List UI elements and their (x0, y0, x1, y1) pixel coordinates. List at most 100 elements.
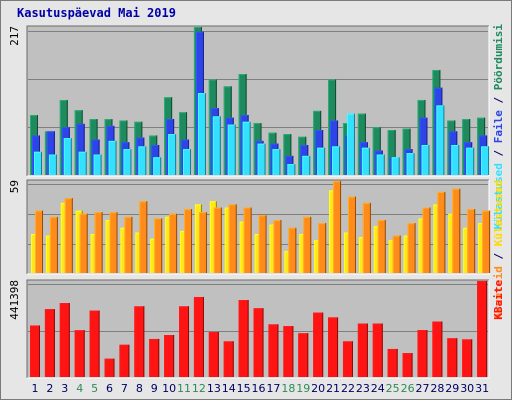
pages-bar-day-27-hi (417, 99, 426, 175)
visits-yellow-bar-day-14 (224, 207, 232, 273)
panel-2-legend-hosts: Arvuteid (492, 266, 505, 319)
visits-bar-day-4-hi (78, 151, 87, 175)
kbytes-bar-day-5-hi (89, 310, 100, 377)
pages-bar-day-19-hi (298, 136, 307, 175)
kbytes-bar-day-10 (164, 335, 175, 377)
pages-bar-day-14-hi (223, 86, 232, 175)
kbytes-bar-day-16-hi (253, 308, 264, 377)
files-bar-day-4-hi (76, 123, 85, 175)
hosts-bar-day-20 (318, 223, 327, 273)
hosts-bar-day-24 (377, 219, 386, 273)
files-bar-day-2 (46, 131, 55, 175)
visits-yellow-bar-day-3 (60, 202, 68, 273)
kbytes-bar-day-12 (193, 296, 204, 377)
kbytes-bar-day-15 (238, 300, 249, 377)
day-label-6: 6 (106, 382, 113, 395)
files-bar-day-11-hi (181, 139, 190, 175)
hosts-bar-day-26 (407, 223, 416, 273)
visits-bar-day-7 (123, 149, 132, 175)
kbytes-bar-day-26-hi (402, 353, 413, 377)
files-bar-day-1-hi (32, 135, 40, 175)
files-bar-day-24-hi (374, 150, 383, 175)
panel-2-shadow-edge (26, 179, 489, 274)
visits-bar-day-13-hi (212, 116, 221, 175)
hosts-bar-day-5-hi (94, 212, 103, 273)
files-bar-day-7-hi (121, 142, 130, 175)
day-label-23: 23 (356, 382, 370, 395)
kbytes-bar-day-28-hi (432, 321, 443, 377)
visits-yellow-bar-day-2 (45, 235, 53, 273)
kbytes-bar-day-4 (74, 330, 85, 377)
hosts-bar-day-4 (79, 213, 88, 273)
day-label-13: 13 (207, 382, 221, 395)
panel-2-legend-kb: Külastused (492, 180, 505, 246)
visits-bar-day-29-hi (451, 144, 460, 175)
kbytes-bar-day-19-hi (298, 333, 309, 377)
hosts-bar-day-17-hi (273, 219, 282, 273)
visits-yellow-bar-day-27 (418, 218, 426, 273)
kbytes-bar-day-22-hi (342, 341, 353, 377)
visits-bar-day-15-hi (242, 121, 251, 175)
day-label-1: 1 (32, 382, 39, 395)
files-bar-day-6-hi (106, 125, 115, 175)
hosts-bar-day-29 (452, 188, 461, 273)
visits-bar-day-25 (391, 157, 400, 175)
day-label-28: 28 (430, 382, 444, 395)
visits-yellow-bar-day-15 (239, 221, 247, 273)
day-label-20: 20 (311, 382, 325, 395)
kbytes-bar-day-20 (313, 312, 324, 377)
visits-bar-day-16-hi (257, 143, 266, 175)
visits-bar-day-20 (317, 147, 326, 175)
pages-bar-day-13-hi (208, 79, 217, 175)
files-bar-day-28-hi (434, 87, 443, 175)
visits-bar-day-3-hi (63, 138, 72, 175)
visits-yellow-bar-day-7 (120, 227, 128, 273)
hosts-bar-day-22 (347, 196, 356, 273)
files-bar-day-12-hi (195, 31, 204, 175)
visits-bar-day-21 (332, 146, 341, 175)
kbytes-bar-day-28 (432, 321, 443, 377)
files-bar-day-31-hi (479, 135, 488, 175)
files-bar-day-26-hi (404, 149, 413, 175)
day-label-29: 29 (445, 382, 459, 395)
pages-bar-day-10-hi (164, 97, 173, 175)
visits-bar-day-15 (242, 121, 251, 175)
visits-bar-day-17 (272, 149, 281, 175)
visits-bar-day-30 (466, 147, 475, 175)
visits-bar-day-1-hi (34, 151, 42, 175)
visits-bar-day-16 (257, 143, 266, 175)
pages-bar-day-16-hi (253, 123, 262, 175)
visits-yellow-bar-day-17 (269, 224, 277, 273)
files-bar-day-30-hi (464, 142, 473, 175)
visits-bar-day-6-hi (108, 140, 117, 175)
visits-bar-day-31-hi (481, 146, 490, 175)
hosts-bar-day-28 (437, 191, 446, 273)
visits-yellow-bar-day-30 (463, 227, 471, 273)
kbytes-bar-day-21-hi (328, 317, 339, 377)
visits-yellow-bar-day-29 (448, 213, 456, 273)
visits-bar-day-5-hi (93, 154, 102, 175)
visits-bar-day-27 (421, 144, 430, 175)
kbytes-bar-day-2 (44, 309, 55, 377)
visits-bar-day-14-hi (227, 124, 236, 175)
hosts-bar-day-21 (333, 181, 342, 273)
visits-bar-day-26 (406, 153, 415, 175)
day-label-14: 14 (222, 382, 236, 395)
panel-3-shadow-edge (26, 279, 489, 378)
visits-yellow-bar-day-4-hi (75, 210, 83, 273)
kbytes-bar-day-29-hi (447, 338, 458, 377)
hosts-bar-day-13-hi (213, 207, 222, 273)
visits-bar-day-22 (346, 113, 355, 175)
visits-bar-day-28-hi (436, 105, 445, 175)
visits-yellow-bar-day-4 (75, 210, 83, 273)
hosts-bar-day-1 (35, 210, 43, 273)
day-label-17: 17 (266, 382, 280, 395)
panel-2-legend-separator: / (492, 246, 505, 266)
visits-bar-day-5 (93, 154, 102, 175)
day-label-5: 5 (91, 382, 98, 395)
hosts-bar-day-30-hi (467, 209, 476, 273)
visits-yellow-bar-day-20 (314, 240, 322, 273)
visits-bar-day-17-hi (272, 149, 281, 175)
panel-1-legend-visits: Külastused (492, 163, 505, 229)
